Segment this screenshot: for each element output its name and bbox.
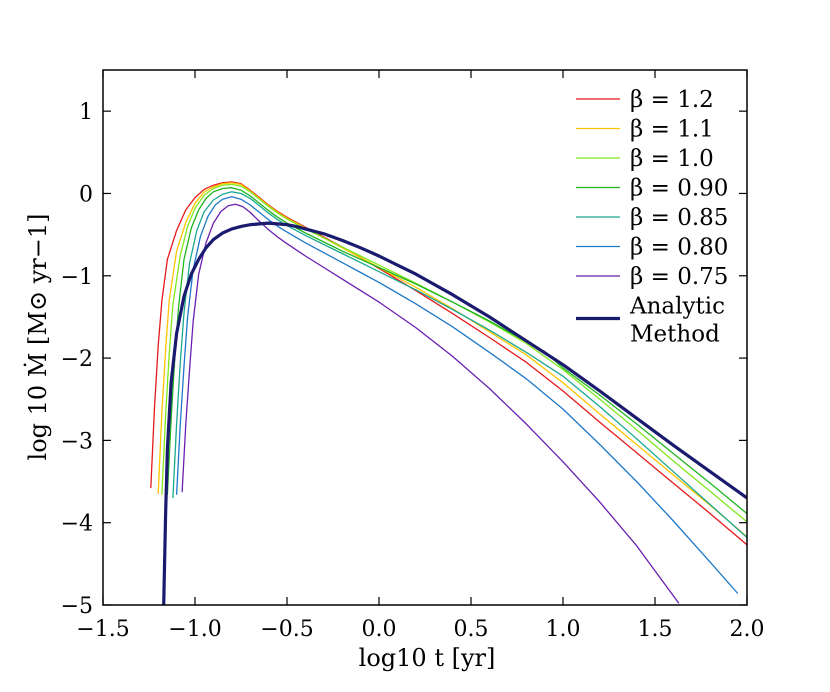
legend-label-7: Method	[630, 322, 720, 348]
legend: β = 1.2 β = 1.1 β = 1.0 β = 0.90 β = 0.85 β =…	[576, 87, 728, 348]
series-layer	[150, 181, 747, 605]
x-axis-label: log10 t [yr]	[359, 644, 496, 672]
legend-label-1: β = 1.1	[630, 117, 714, 143]
x-tick-label: −1.5	[76, 617, 129, 642]
plot-background	[103, 70, 747, 605]
axes-frame	[102, 69, 748, 606]
legend-label-0: β = 1.2	[630, 87, 714, 113]
legend-label-3: β = 0.90	[630, 176, 728, 202]
legend-label-2: β = 1.0	[630, 146, 714, 172]
x-tick-label: −0.5	[260, 617, 313, 642]
y-tick-label: 1	[79, 100, 93, 125]
x-tick-label: 0.0	[362, 617, 397, 642]
plot-area	[103, 70, 747, 605]
series-line-1	[157, 182, 747, 538]
y-tick-label: −2	[61, 347, 93, 372]
series-line-7	[162, 221, 747, 605]
x-tick-label: 2.0	[730, 617, 765, 642]
series-line-5	[175, 196, 739, 594]
y-tick-label: 0	[79, 182, 93, 207]
y-tick-label: −1	[61, 265, 93, 290]
y-tick-label: −3	[61, 429, 93, 454]
x-tick-label: 1.0	[546, 617, 581, 642]
legend-label-4: β = 0.85	[630, 205, 728, 231]
x-tick-label: −1.0	[168, 617, 221, 642]
legend-label-6: β = 0.75	[630, 264, 728, 290]
series-line-0	[150, 181, 747, 546]
series-line-2	[161, 183, 747, 523]
y-tick-label: −4	[61, 512, 93, 537]
y-tick-label: −5	[61, 594, 93, 619]
x-tick-label: 1.5	[638, 617, 673, 642]
legend-label-5: β = 0.80	[630, 235, 728, 261]
x-tick-label: 0.5	[454, 617, 489, 642]
ticks-layer: −1.5 −1.0 −0.5 0.0 0.5 1.0 1.5 2.0 1 0 −1 −2 −3 −4 −5	[61, 70, 765, 642]
y-axis-label: log 10 Ṁ [M⊙ yr−1]	[23, 214, 52, 461]
legend-label-7: Analytic	[629, 294, 725, 320]
